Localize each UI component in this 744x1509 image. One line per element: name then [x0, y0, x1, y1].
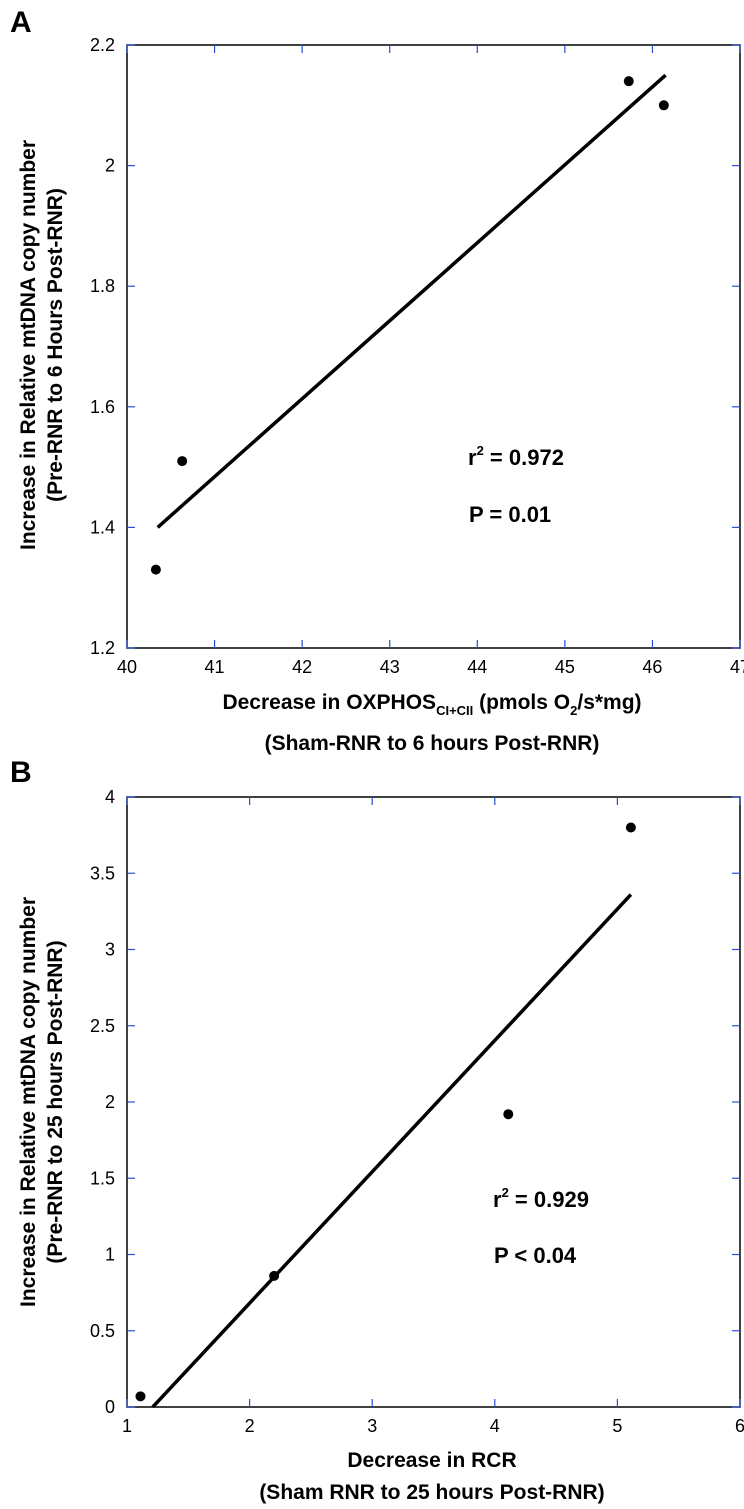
panel-b-x-tick-label: 2: [245, 1416, 255, 1436]
panel-a-x-tick-label: 47: [730, 657, 744, 677]
panel-b-y-tick-label: 3: [105, 940, 115, 960]
panel-b-y-axis-title: Increase in Relative mtDNA copy number: [17, 897, 40, 1307]
panel-a-r2-annotation: r2 = 0.972: [468, 443, 564, 470]
panel-b-plot-frame: [126, 796, 741, 1408]
panel-b-y-tick-label: 1.5: [90, 1168, 115, 1188]
panel-b-x-tick-label: 4: [490, 1416, 500, 1436]
panel-a-x-axis-title: Decrease in OXPHOSCI+CII (pmols O2/s*mg): [222, 691, 641, 718]
panel-b-data-point: [503, 1109, 514, 1120]
panel-a-y-axis-title: Increase in Relative mtDNA copy number: [17, 140, 40, 550]
panel-b-p-annotation: P < 0.04: [494, 1243, 577, 1268]
panel-b-x-tick-label: 5: [612, 1416, 622, 1436]
panel-b-y-tick-label: 2.5: [90, 1016, 115, 1036]
panel-b-x-axis-subtitle: (Sham RNR to 25 hours Post-RNR): [259, 1481, 604, 1504]
panel-a-tick-labels: 40 41 42 43 44 45 46 47 1.2 1.4 1.6 1.8 2 2.2: [90, 35, 744, 677]
panel-a-x-tick-label: 45: [555, 657, 575, 677]
panel-a-x-tick-label: 41: [205, 657, 225, 677]
panel-b-data-point: [135, 1391, 146, 1402]
panel-b-fit-line: [151, 893, 633, 1409]
panel-a-y-tick-label: 1.4: [90, 517, 115, 537]
panel-a-y-tick-label: 1.6: [90, 397, 115, 417]
panel-a-y-tick-label: 2.2: [90, 35, 115, 55]
panel-b-x-axis-title: Decrease in RCR: [347, 1449, 516, 1472]
panel-a-fit-line: [156, 73, 667, 529]
panel-b-x-tick-label: 3: [367, 1416, 377, 1436]
panel-a-x-tick-label: 46: [642, 657, 662, 677]
panel-a-y-axis-subtitle: (Pre-RNR to 6 Hours Post-RNR): [44, 188, 67, 502]
panel-a-data-point: [658, 100, 669, 111]
panel-a-regression-line: [156, 73, 667, 529]
panel-b-x-tick-label: 6: [735, 1416, 744, 1436]
panel-a-x-tick-label: 42: [292, 657, 312, 677]
panel-a-plot-frame: [126, 44, 741, 649]
panel-a-y-tick-label: 2: [105, 156, 115, 176]
panel-a-x-tick-label: 43: [380, 657, 400, 677]
panel-a-p-annotation: P = 0.01: [469, 502, 551, 527]
panel-b-x-tick-label: 1: [122, 1416, 132, 1436]
panel-a-data-point: [623, 76, 634, 87]
panel-b-y-tick-label: 2: [105, 1092, 115, 1112]
panel-b-y-tick-label: 0.5: [90, 1321, 115, 1341]
panel-a-letter: A: [10, 6, 32, 39]
panel-a-data-point: [150, 564, 161, 575]
panel-a-x-tick-label: 40: [117, 657, 137, 677]
panel-b-regression-line: [151, 893, 633, 1409]
panel-b-data-point: [625, 822, 636, 833]
panel-b-y-tick-label: 1: [105, 1245, 115, 1265]
panel-a-ticks: [126, 44, 741, 649]
panel-b-ticks: [126, 796, 741, 1408]
panel-b-y-axis-subtitle: (Pre-RNR to 25 hours Post-RNR): [44, 940, 67, 1263]
panel-a: A 40 41 42 43 44 45 46 47 1.2 1.4 1.6 1.8 2 2.2 r2 = …: [10, 6, 744, 755]
panel-b-y-tick-label: 3.5: [90, 863, 115, 883]
panel-a-x-axis-subtitle: (Sham-RNR to 6 hours Post-RNR): [265, 732, 600, 755]
panel-b-y-tick-label: 4: [105, 787, 115, 807]
panel-b-r2-annotation: r2 = 0.929: [493, 1185, 589, 1212]
panel-b-letter: B: [10, 756, 32, 789]
panel-a-data-point: [177, 456, 188, 467]
panel-b-y-tick-label: 0: [105, 1397, 115, 1417]
panel-b-data-point: [269, 1270, 280, 1281]
panel-a-points: [150, 76, 669, 575]
panel-b-points: [135, 822, 636, 1402]
panel-a-y-tick-label: 1.8: [90, 276, 115, 296]
panel-a-y-tick-label: 1.2: [90, 638, 115, 658]
panel-a-x-tick-label: 44: [467, 657, 487, 677]
panel-b-tick-labels: 1 2 3 4 5 6 0 0.5 1 1.5 2 2.5 3 3.5 4: [90, 787, 744, 1436]
panel-b: B 1 2 3 4 5 6 0 0.5 1 1.5 2 2.5 3 3.5 4 r2 = 0.929 P <…: [10, 756, 744, 1504]
